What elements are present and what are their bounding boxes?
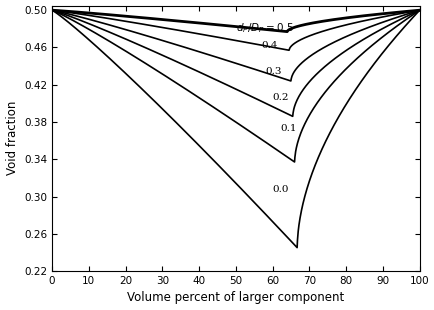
Text: $d_P/D_P = 0.5$: $d_P/D_P = 0.5$ xyxy=(235,21,293,35)
X-axis label: Volume percent of larger component: Volume percent of larger component xyxy=(127,291,344,304)
Y-axis label: Void fraction: Void fraction xyxy=(6,101,19,175)
Text: 0.1: 0.1 xyxy=(279,124,296,133)
Text: 0.0: 0.0 xyxy=(272,184,289,193)
Text: 0.4: 0.4 xyxy=(261,41,277,50)
Text: 0.2: 0.2 xyxy=(272,93,289,102)
Text: 0.3: 0.3 xyxy=(265,67,281,76)
